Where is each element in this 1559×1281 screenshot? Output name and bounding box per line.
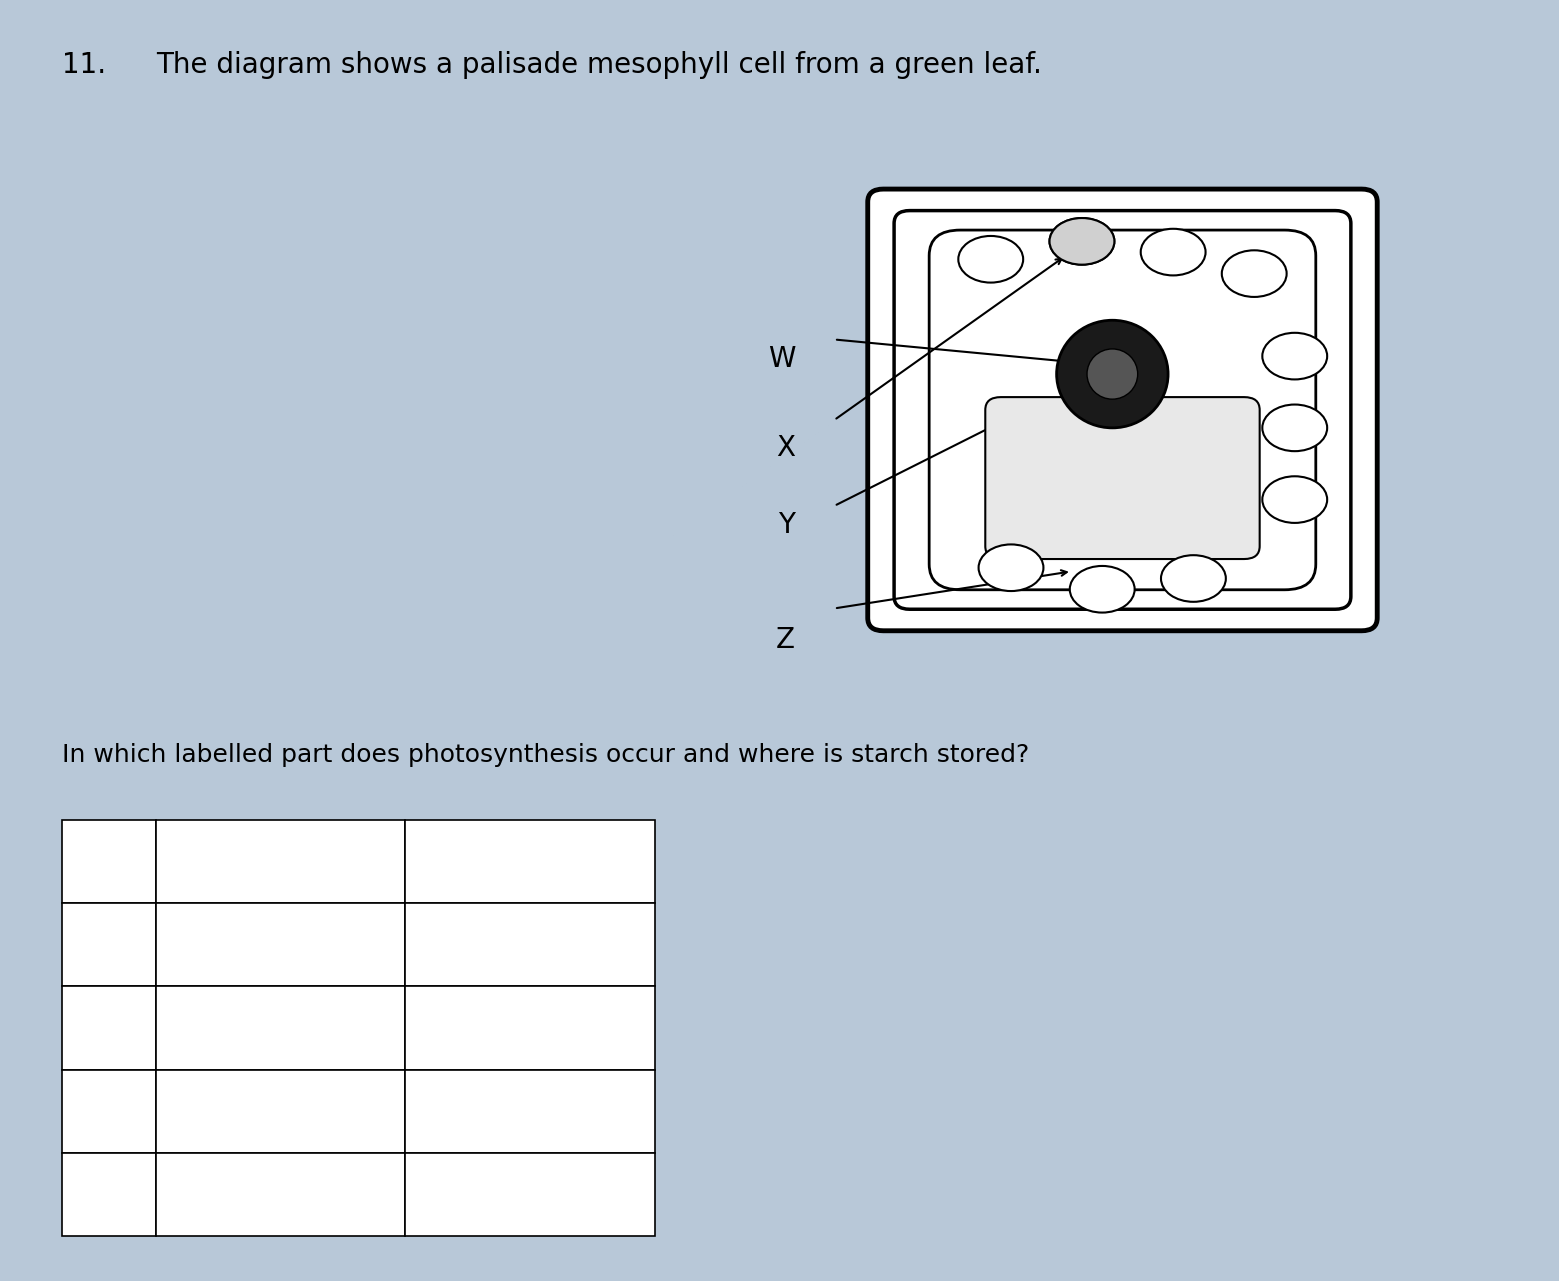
FancyBboxPatch shape [156,820,405,903]
Ellipse shape [1263,333,1327,379]
Text: D: D [101,1185,117,1204]
FancyBboxPatch shape [868,190,1377,630]
Text: Z: Z [522,1018,538,1038]
FancyBboxPatch shape [62,1153,156,1236]
Ellipse shape [1049,218,1115,265]
Ellipse shape [1049,218,1115,265]
Text: C: C [101,1102,117,1121]
Ellipse shape [1087,348,1138,400]
Ellipse shape [1141,229,1205,275]
FancyBboxPatch shape [405,1070,655,1153]
FancyBboxPatch shape [62,1070,156,1153]
Text: X: X [522,1102,538,1121]
Text: X: X [273,935,288,954]
Text: B: B [101,1018,117,1038]
FancyBboxPatch shape [62,903,156,986]
Text: 11.: 11. [62,51,106,79]
Text: Y: Y [274,1102,287,1121]
Text: W: W [767,345,795,373]
FancyBboxPatch shape [62,820,156,903]
Ellipse shape [1263,477,1327,523]
Ellipse shape [1222,250,1286,297]
Ellipse shape [1161,555,1225,602]
Ellipse shape [1263,405,1327,451]
Text: Y: Y [274,1185,287,1204]
Text: W: W [519,935,541,954]
FancyBboxPatch shape [62,986,156,1070]
Ellipse shape [959,236,1023,283]
Ellipse shape [1057,320,1168,428]
FancyBboxPatch shape [156,903,405,986]
Text: In which labelled part does photosynthesis occur and where is starch stored?: In which labelled part does photosynthes… [62,743,1029,767]
FancyBboxPatch shape [405,820,655,903]
Text: starch is
stored: starch is stored [483,840,577,883]
Text: Z: Z [776,626,795,655]
Ellipse shape [979,544,1043,591]
FancyBboxPatch shape [156,986,405,1070]
Text: The diagram shows a palisade mesophyll cell from a green leaf.: The diagram shows a palisade mesophyll c… [156,51,1041,79]
Text: Y: Y [778,511,795,539]
Text: Y: Y [524,1185,536,1204]
FancyBboxPatch shape [985,397,1260,559]
Text: photosynthesis
occurs: photosynthesis occurs [196,840,365,883]
Ellipse shape [1069,566,1135,612]
Text: X: X [776,434,795,462]
Text: X: X [273,1018,288,1038]
FancyBboxPatch shape [156,1153,405,1236]
FancyBboxPatch shape [405,1153,655,1236]
FancyBboxPatch shape [405,903,655,986]
FancyBboxPatch shape [156,1070,405,1153]
Text: A: A [101,935,117,954]
FancyBboxPatch shape [405,986,655,1070]
